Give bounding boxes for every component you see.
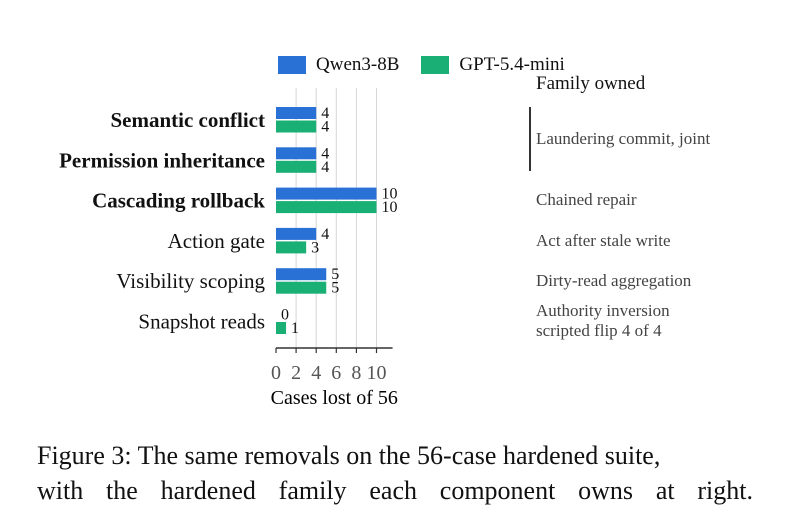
family-label-authority: Authority inversion <box>536 301 670 320</box>
data-label-qwen3-8b-visibility-scoping: 5 <box>331 266 339 283</box>
joint-family-bracket <box>529 107 531 171</box>
category-label-visibility-scoping: Visibility scoping <box>116 269 265 293</box>
x-tick-label-6: 6 <box>331 362 341 384</box>
legend-swatch-gpt <box>421 56 450 74</box>
bar-gpt-5-4-mini-permission-inheritance <box>276 160 317 173</box>
family-label-scripted: scripted flip 4 of 4 <box>536 321 662 340</box>
family-label-chained: Chained repair <box>536 190 637 209</box>
x-axis-ticks: 0 2 4 6 8 10 <box>271 348 387 384</box>
family-label-laundering: Laundering commit, joint <box>536 129 711 148</box>
caption-line-2: with the hardened family each component … <box>37 476 753 505</box>
category-label-semantic-conflict: Semantic conflict <box>110 108 265 132</box>
data-label-gpt-5-4-mini-semantic-conflict: 4 <box>321 119 329 136</box>
bar-gpt-5-4-mini-action-gate <box>276 241 307 254</box>
legend-item-qwen: Qwen3-8B <box>278 54 399 76</box>
bar-gpt-5-4-mini-semantic-conflict <box>276 120 317 133</box>
x-axis-label: Cases lost of 56 <box>271 387 398 409</box>
category-label-permission-inheritance: Permission inheritance <box>59 148 265 172</box>
x-tick-label-4: 4 <box>311 362 321 384</box>
data-label-gpt-5-4-mini-visibility-scoping: 5 <box>331 280 339 297</box>
bar-qwen3-8b-action-gate <box>276 227 317 240</box>
data-label-qwen3-8b-semantic-conflict: 4 <box>321 105 329 122</box>
bars <box>276 107 377 334</box>
data-label-gpt-5-4-mini-snapshot-reads: 1 <box>291 320 299 337</box>
data-label-qwen3-8b-cascading-rollback: 10 <box>382 186 398 203</box>
figure-caption: Figure 3: The same removals on the 56-ca… <box>37 438 753 508</box>
category-label-snapshot-reads: Snapshot reads <box>138 310 265 334</box>
x-tick-label-10: 10 <box>367 362 387 384</box>
family-label-stale-write: Act after stale write <box>536 231 671 250</box>
category-label-action-gate: Action gate <box>168 229 265 253</box>
bar-qwen3-8b-cascading-rollback <box>276 187 377 200</box>
family-label-dirty-read: Dirty-read aggregation <box>536 271 692 290</box>
bar-qwen3-8b-visibility-scoping <box>276 268 327 281</box>
caption-line-1: Figure 3: The same removals on the 56-ca… <box>37 441 661 470</box>
family-owned-header: Family owned <box>536 73 646 94</box>
category-label-cascading-rollback: Cascading rollback <box>92 189 265 213</box>
bar-gpt-5-4-mini-cascading-rollback <box>276 201 377 214</box>
bar-gpt-5-4-mini-visibility-scoping <box>276 281 327 294</box>
legend-swatch-qwen <box>278 56 306 74</box>
x-tick-label-0: 0 <box>271 362 281 384</box>
bar-gpt-5-4-mini-snapshot-reads <box>276 322 287 334</box>
data-label-gpt-5-4-mini-cascading-rollback: 10 <box>382 199 398 216</box>
data-label-qwen3-8b-action-gate: 4 <box>321 226 329 243</box>
legend-label-gpt: GPT-5.4-mini <box>459 54 565 75</box>
bar-qwen3-8b-permission-inheritance <box>276 147 317 160</box>
x-tick-label-2: 2 <box>291 362 301 384</box>
legend: Qwen3-8B GPT-5.4-mini <box>278 54 587 76</box>
legend-item-gpt: GPT-5.4-mini <box>421 54 565 76</box>
data-label-gpt-5-4-mini-action-gate: 3 <box>311 239 319 256</box>
data-label-gpt-5-4-mini-permission-inheritance: 4 <box>321 159 329 176</box>
legend-label-qwen: Qwen3-8B <box>316 54 400 75</box>
data-label-qwen3-8b-permission-inheritance: 4 <box>321 145 329 162</box>
data-label-qwen3-8b-snapshot-reads: 0 <box>281 307 289 324</box>
x-tick-label-8: 8 <box>351 362 361 384</box>
category-labels: Semantic conflict Permission inheritance C… <box>59 108 265 334</box>
bar-qwen3-8b-semantic-conflict <box>276 107 317 119</box>
